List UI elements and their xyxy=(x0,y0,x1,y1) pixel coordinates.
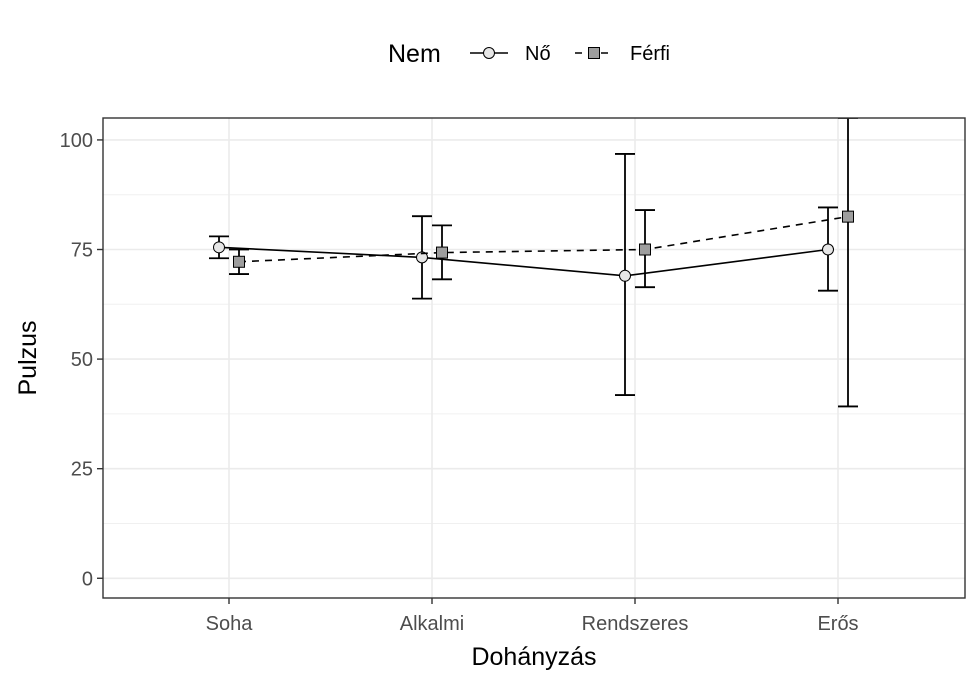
data-point xyxy=(233,255,245,268)
plot-border xyxy=(102,117,966,599)
legend-item-ferfi: Férfi xyxy=(575,43,670,65)
data-point xyxy=(436,246,448,259)
x-tick-label: Erős xyxy=(817,613,858,635)
legend-label: Nő xyxy=(525,43,551,65)
data-point xyxy=(619,269,631,282)
series-line xyxy=(218,246,829,277)
y-tick-label: 25 xyxy=(71,459,93,481)
legend-items: Nő Férfi xyxy=(470,43,670,65)
y-axis-ticks: 0 25 50 75 100 xyxy=(60,130,103,590)
legend-item-no: Nő xyxy=(470,43,551,65)
series-no xyxy=(209,153,838,396)
legend-label: Férfi xyxy=(630,43,670,65)
x-tick-label: Soha xyxy=(206,613,254,635)
series-line xyxy=(238,215,849,263)
legend-marker xyxy=(483,47,495,59)
legend: Nem Nő Férfi xyxy=(388,40,670,68)
series-ferfi xyxy=(229,118,858,408)
data-point xyxy=(416,251,428,264)
y-tick-label: 50 xyxy=(71,349,93,371)
legend-title: Nem xyxy=(388,40,441,68)
y-tick-label: 100 xyxy=(60,130,93,152)
series xyxy=(209,118,858,408)
plot-panel xyxy=(103,118,965,598)
data-point xyxy=(842,210,854,223)
y-axis-title: Pulzus xyxy=(14,320,42,395)
x-axis-ticks: Soha Alkalmi Rendszeres Erős xyxy=(206,598,859,635)
legend-marker xyxy=(588,47,600,59)
x-tick-label: Rendszeres xyxy=(582,613,689,635)
grid xyxy=(103,118,965,598)
data-point xyxy=(213,241,225,254)
x-tick-label: Alkalmi xyxy=(400,613,464,635)
y-tick-label: 75 xyxy=(71,240,93,262)
y-tick-label: 0 xyxy=(82,568,93,590)
data-point xyxy=(639,243,651,256)
data-point xyxy=(822,243,834,256)
x-axis-title: Dohányzás xyxy=(471,643,596,671)
